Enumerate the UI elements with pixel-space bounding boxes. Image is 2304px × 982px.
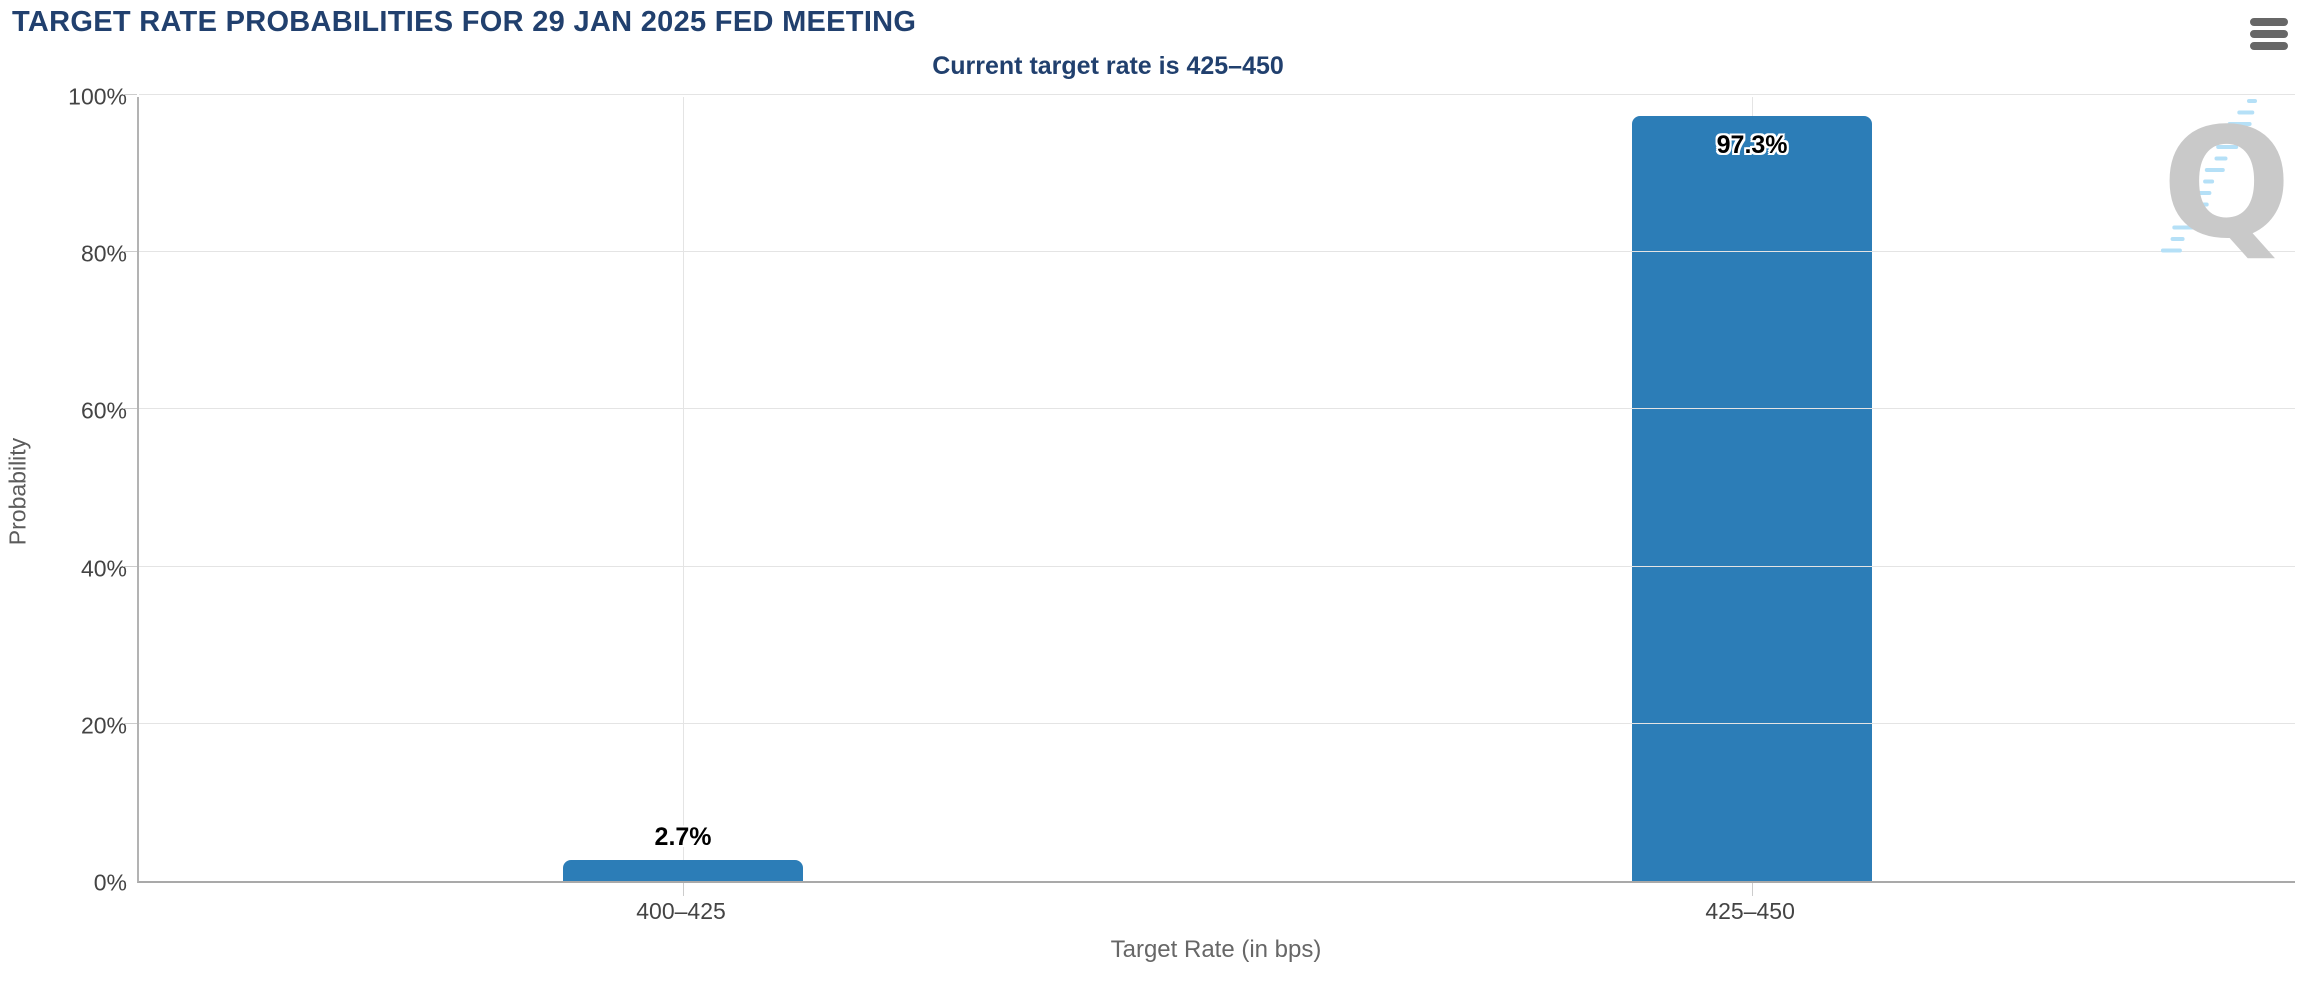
y-tick-label-100: 100% — [68, 83, 127, 110]
h-gridline-80 — [139, 251, 2295, 253]
page-title: TARGET RATE PROBABILITIES FOR 29 JAN 202… — [12, 6, 917, 38]
y-tick-label-40: 40% — [80, 555, 127, 582]
bar-value-label: 97.3% — [1716, 131, 1788, 160]
plot-area: 2.7% 97.3% — [123, 94, 2295, 896]
h-gridline-20 — [139, 722, 2295, 724]
x-axis-tick — [683, 883, 685, 896]
y-tick-label-0: 0% — [93, 869, 127, 896]
y-axis-title: Probability — [4, 437, 31, 546]
y-tick-label-60: 60% — [80, 397, 127, 424]
x-axis-tick — [1752, 883, 1754, 896]
hamburger-bar — [2250, 42, 2288, 50]
bar-425-450[interactable] — [1632, 116, 1873, 881]
y-axis-tick — [123, 565, 137, 567]
y-axis-tick — [123, 722, 137, 724]
y-axis-tick-labels: 0% 20% 40% 60% 80% 100% — [0, 84, 127, 896]
chart-subtitle: Current target rate is 425–450 — [932, 52, 1284, 80]
y-tick-label-80: 80% — [80, 240, 127, 267]
hamburger-bar — [2250, 30, 2288, 38]
y-tick-label-20: 20% — [80, 712, 127, 739]
h-gridline-40 — [139, 565, 2295, 567]
y-axis-tick — [123, 94, 137, 95]
y-axis-tick — [123, 251, 137, 253]
v-gridline — [683, 97, 685, 881]
hamburger-menu-icon[interactable] — [2250, 18, 2288, 50]
hamburger-bar — [2250, 18, 2288, 26]
x-axis-title: Target Rate (in bps) — [1110, 936, 1322, 963]
h-gridline-100 — [139, 94, 2295, 95]
bar-400-425[interactable] — [563, 859, 804, 881]
h-gridline-60 — [139, 408, 2295, 410]
x-tick-label-400-425: 400–425 — [636, 898, 726, 924]
x-tick-label-425-450: 425–450 — [1705, 898, 1795, 924]
y-axis-tick — [123, 408, 137, 410]
bar-value-label: 2.7% — [654, 822, 712, 851]
